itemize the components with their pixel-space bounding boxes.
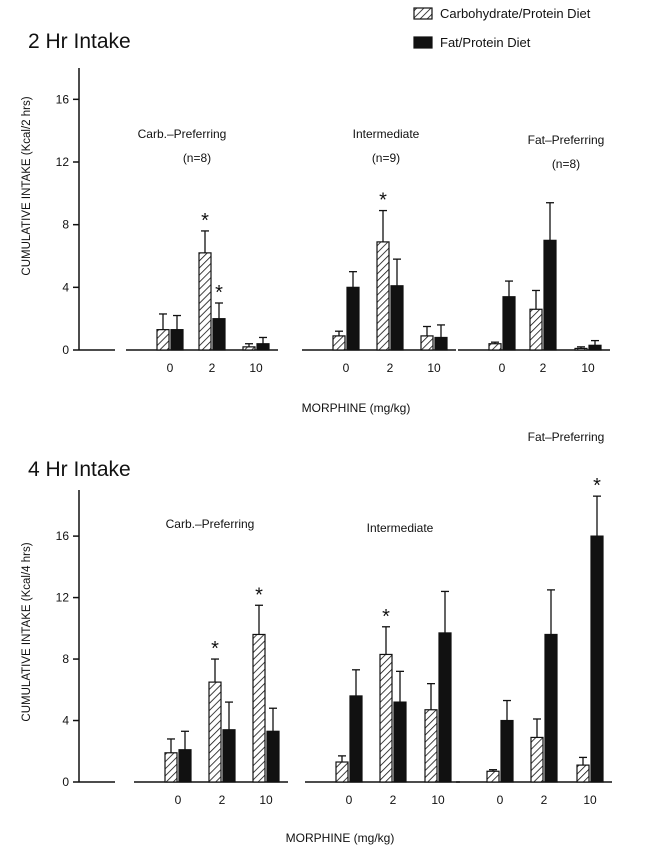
bar-fat-2hr <box>346 286 360 351</box>
y-tick-label-2hr: 12 <box>56 155 70 169</box>
dose-label-4hr: 10 <box>583 793 597 807</box>
bar-carbohydrate-4hr <box>335 761 349 783</box>
group-label-carb-4hr: Carb.–Preferring <box>166 517 255 531</box>
bar-carbohydrate-2hr <box>198 252 212 351</box>
dose-label-2hr: 2 <box>387 361 394 375</box>
x-axis-label-2hr: MORPHINE (mg/kg) <box>302 401 411 415</box>
legend-label-fat: Fat/Protein Diet <box>440 35 531 50</box>
bar-carbohydrate-4hr <box>379 653 393 783</box>
group-label-fat-2hr: Fat–Preferring <box>528 133 605 147</box>
bar-fat-4hr <box>590 535 604 783</box>
bar-fat-2hr <box>170 329 184 351</box>
dose-label-2hr: 10 <box>249 361 263 375</box>
significance-marker-2hr: * <box>201 210 209 232</box>
y-tick-label-2hr: 16 <box>56 92 70 106</box>
dose-label-4hr: 2 <box>219 793 226 807</box>
bar-carbohydrate-2hr <box>376 241 390 351</box>
bar-fat-4hr <box>266 730 280 783</box>
dose-label-2hr: 10 <box>427 361 441 375</box>
dose-label-4hr: 0 <box>175 793 182 807</box>
legend-swatch-carbohydrate <box>413 7 433 20</box>
group-label-intermediate-2hr: Intermediate <box>353 127 420 141</box>
bar-carbohydrate-4hr <box>208 681 222 783</box>
bar-fat-2hr <box>256 343 270 351</box>
bar-fat-2hr <box>390 285 404 351</box>
panel-2hr: 2 Hr Intake CUMULATIVE INTAKE (Kcal/2 hr… <box>21 30 610 415</box>
panel-title-4hr: 4 Hr Intake <box>28 458 131 481</box>
bar-carbohydrate-4hr <box>252 633 266 783</box>
y-tick-label-4hr: 16 <box>56 529 70 543</box>
bar-fat-2hr <box>543 239 557 351</box>
dose-label-4hr: 0 <box>497 793 504 807</box>
bar-fat-4hr <box>178 749 192 783</box>
significance-marker-4hr: * <box>211 638 219 660</box>
y-tick-label-2hr: 0 <box>62 343 69 357</box>
bar-carbohydrate-4hr <box>576 764 590 783</box>
dose-label-4hr: 2 <box>541 793 548 807</box>
dose-label-2hr: 0 <box>167 361 174 375</box>
y-tick-label-4hr: 8 <box>62 652 69 666</box>
bar-fat-4hr <box>349 695 363 783</box>
significance-marker-2hr: * <box>215 282 223 304</box>
y-tick-label-4hr: 0 <box>62 775 69 789</box>
bar-carbohydrate-4hr <box>530 736 544 783</box>
group-n-intermediate-2hr: (n=9) <box>372 151 400 165</box>
legend-swatch-fat <box>413 36 433 49</box>
dose-label-2hr: 2 <box>209 361 216 375</box>
bar-carbohydrate-4hr <box>486 770 500 783</box>
y-tick-label-4hr: 12 <box>56 591 70 605</box>
legend: Carbohydrate/Protein Diet Fat/Protein Di… <box>413 6 591 50</box>
bar-carbohydrate-2hr <box>529 308 543 351</box>
x-axis-label-4hr: MORPHINE (mg/kg) <box>286 831 395 845</box>
bar-carbohydrate-4hr <box>424 709 438 783</box>
y-axis-label-4hr: CUMULATIVE INTAKE (Kcal/4 hrs) <box>21 542 33 721</box>
bar-fat-2hr <box>502 296 516 351</box>
group-label-intermediate-4hr: Intermediate <box>367 521 434 535</box>
bar-carbohydrate-2hr <box>488 343 502 351</box>
legend-label-carbohydrate: Carbohydrate/Protein Diet <box>440 6 591 21</box>
y-tick-label-4hr: 4 <box>62 714 69 728</box>
bar-fat-4hr <box>544 633 558 783</box>
y-axis-label-2hr: CUMULATIVE INTAKE (Kcal/2 hrs) <box>21 96 33 275</box>
group-n-fat-2hr: (n=8) <box>552 157 580 171</box>
bar-fat-2hr <box>588 344 602 351</box>
significance-marker-4hr: * <box>382 606 390 628</box>
dose-label-4hr: 0 <box>346 793 353 807</box>
bar-carbohydrate-2hr <box>420 335 434 351</box>
bar-carbohydrate-4hr <box>164 752 178 783</box>
bar-carbohydrate-2hr <box>242 346 256 351</box>
panel-title-2hr: 2 Hr Intake <box>28 30 131 53</box>
bar-carbohydrate-2hr <box>332 335 346 351</box>
y-tick-label-2hr: 8 <box>62 218 69 232</box>
bar-fat-4hr <box>222 729 236 783</box>
dose-label-2hr: 0 <box>499 361 506 375</box>
y-tick-label-2hr: 4 <box>62 280 69 294</box>
bar-fat-2hr <box>212 318 226 351</box>
group-label-carb-2hr: Carb.–Preferring <box>138 127 227 141</box>
dose-label-4hr: 10 <box>431 793 445 807</box>
significance-marker-2hr: * <box>379 190 387 212</box>
significance-marker-4hr: * <box>255 584 263 606</box>
group-n-carb-2hr: (n=8) <box>183 151 211 165</box>
panel-4hr: 4 Hr Intake CUMULATIVE INTAKE (Kcal/4 hr… <box>21 430 612 845</box>
bar-carbohydrate-2hr <box>574 347 588 351</box>
bar-fat-4hr <box>393 701 407 783</box>
dose-label-4hr: 10 <box>259 793 273 807</box>
bar-fat-2hr <box>434 336 448 351</box>
bar-carbohydrate-2hr <box>156 329 170 351</box>
group-label-fat-4hr: Fat–Preferring <box>528 430 605 444</box>
bar-fat-4hr <box>438 632 452 783</box>
bar-fat-4hr <box>500 719 514 783</box>
dose-label-2hr: 10 <box>581 361 595 375</box>
dose-label-2hr: 2 <box>540 361 547 375</box>
dose-label-2hr: 0 <box>343 361 350 375</box>
significance-marker-4hr: * <box>593 475 601 497</box>
dose-label-4hr: 2 <box>390 793 397 807</box>
